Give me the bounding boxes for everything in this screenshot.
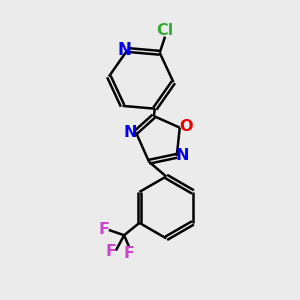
Text: N: N [176,148,189,164]
Text: N: N [117,41,131,59]
Text: N: N [123,125,137,140]
Text: O: O [179,118,192,134]
Text: F: F [99,222,110,237]
Text: F: F [124,246,135,261]
Text: F: F [106,244,117,259]
Text: Cl: Cl [156,22,174,38]
